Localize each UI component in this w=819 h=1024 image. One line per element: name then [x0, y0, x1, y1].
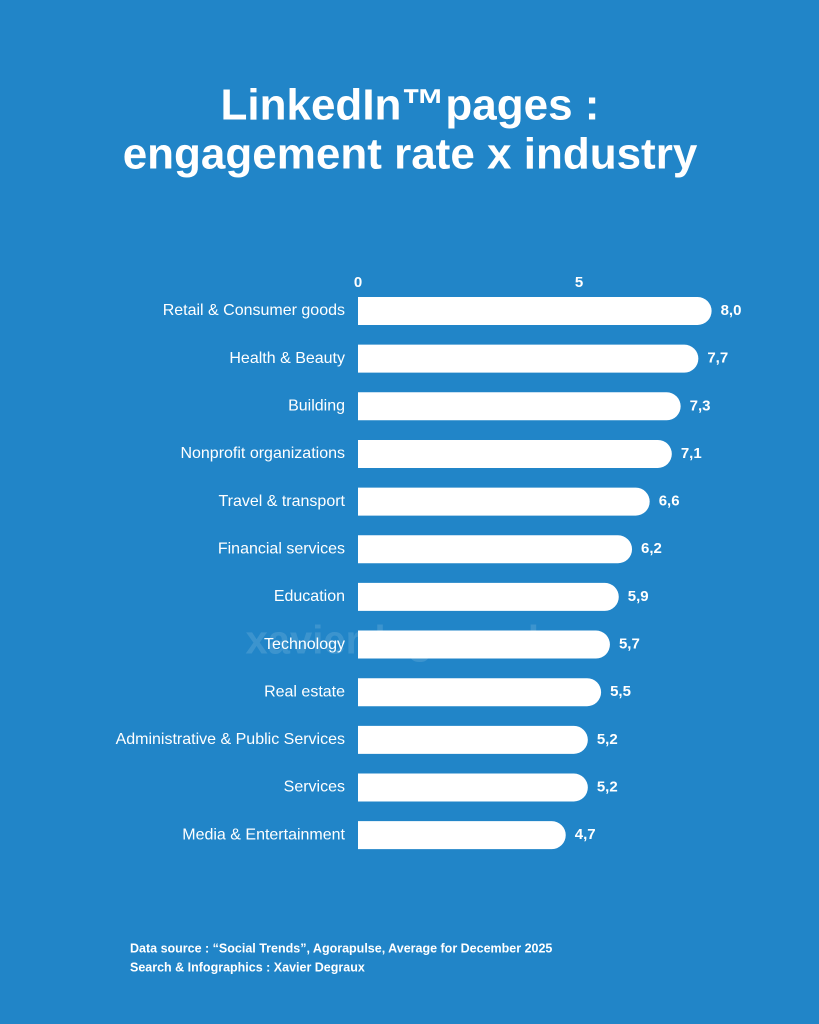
value-label: 5,2 [597, 778, 618, 795]
bar [358, 535, 633, 564]
bar [358, 821, 566, 850]
chart-title: engagement rate x industry [123, 130, 698, 179]
value-label: 5,7 [619, 636, 640, 653]
category-label: Services [284, 779, 345, 796]
chart-title: LinkedIn™pages : [221, 81, 600, 130]
category-label: Media & Entertainment [182, 826, 345, 843]
value-label: 6,2 [641, 540, 662, 557]
value-label: 8,0 [721, 302, 742, 319]
category-label: Education [274, 588, 345, 605]
bar [358, 630, 610, 659]
category-label: Real estate [264, 683, 345, 700]
bar [358, 439, 672, 468]
bar [358, 344, 699, 373]
footer: Search & Infographics : Xavier Degraux [130, 960, 365, 974]
bar [358, 678, 602, 707]
bar [358, 773, 588, 802]
value-label: 7,7 [707, 350, 728, 367]
bar [358, 297, 712, 325]
category-label: Technology [264, 636, 345, 653]
category-label: Administrative & Public Services [116, 731, 345, 748]
value-label: 5,5 [610, 683, 631, 700]
category-label: Nonprofit organizations [180, 445, 345, 462]
footer: Data source : “Social Trends”, Agorapuls… [130, 941, 552, 955]
bar [358, 392, 681, 421]
x-tick-label: 5 [575, 274, 583, 291]
value-label: 4,7 [575, 826, 596, 843]
category-label: Health & Beauty [229, 350, 345, 367]
category-label: Travel & transport [218, 493, 345, 510]
bar [358, 725, 588, 754]
x-tick-label: 0 [354, 274, 362, 291]
bar [358, 487, 650, 516]
value-label: 6,6 [659, 493, 680, 510]
bar [358, 582, 619, 611]
category-label: Financial services [218, 540, 345, 557]
value-label: 7,1 [681, 445, 702, 462]
value-label: 7,3 [690, 397, 711, 414]
category-label: Retail & Consumer goods [163, 302, 345, 319]
category-label: Building [288, 398, 345, 415]
value-label: 5,9 [628, 588, 649, 605]
value-label: 5,2 [597, 731, 618, 748]
